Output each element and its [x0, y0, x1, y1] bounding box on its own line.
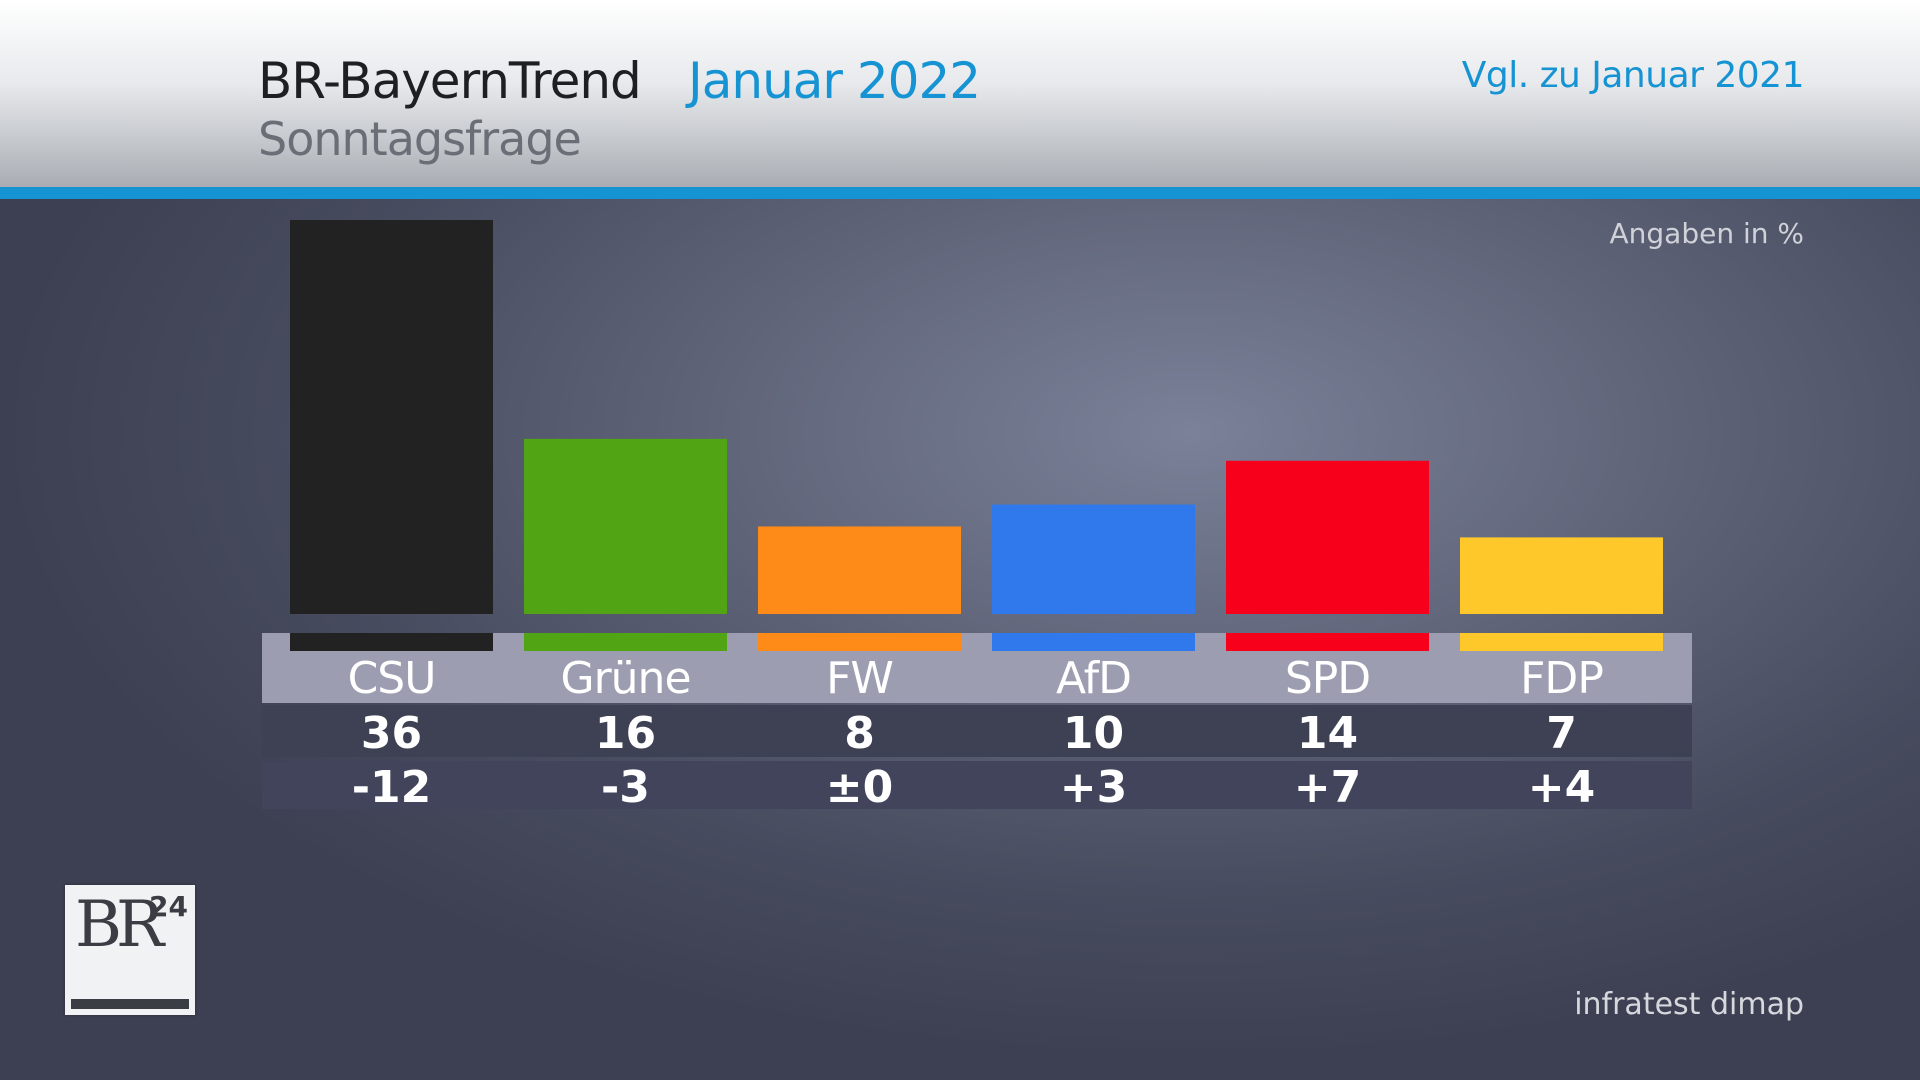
- category-label: SPD: [1285, 653, 1370, 704]
- bar-csu: [290, 220, 493, 614]
- value-label: 10: [1063, 708, 1124, 759]
- header: BR-BayernTrend Januar 2022 Sonntagsfrage…: [0, 0, 1920, 187]
- change-label: -3: [601, 762, 650, 813]
- logo-underline: [71, 999, 189, 1009]
- value-label: 16: [595, 708, 656, 759]
- comparison-label: Vgl. zu Januar 2021: [1461, 55, 1805, 96]
- change-label: -12: [352, 762, 432, 813]
- label-row: [262, 633, 1692, 703]
- chart-date: Januar 2022: [688, 52, 981, 110]
- value-label: 36: [361, 708, 422, 759]
- change-label: +4: [1528, 762, 1595, 813]
- bar-spd: [1226, 460, 1429, 614]
- value-row: [262, 705, 1692, 757]
- bar-afd: [992, 504, 1195, 614]
- category-label: FW: [826, 653, 893, 704]
- value-label: 8: [844, 708, 875, 759]
- change-label: ±0: [826, 762, 893, 813]
- value-label: 14: [1297, 708, 1358, 759]
- category-label: AfD: [1056, 653, 1131, 704]
- category-label: Grüne: [560, 653, 690, 704]
- change-label: +3: [1060, 762, 1127, 813]
- category-label: FDP: [1520, 653, 1603, 704]
- source-label: infratest dimap: [1574, 987, 1804, 1022]
- logo-text: BR: [75, 888, 164, 962]
- logo-number: 24: [149, 890, 188, 923]
- category-label: CSU: [348, 653, 436, 704]
- color-strip: [290, 633, 493, 651]
- color-strip: [992, 633, 1195, 651]
- bar-fw: [758, 526, 961, 614]
- chart-subtitle: Sonntagsfrage: [258, 112, 582, 166]
- header-accent-stripe: [0, 187, 1920, 199]
- color-strip: [1226, 633, 1429, 651]
- chart-title: BR-BayernTrend: [258, 52, 642, 110]
- change-row: [262, 761, 1692, 809]
- br24-logo: BR 24: [65, 885, 195, 1015]
- color-strip: [1460, 633, 1663, 651]
- unit-note: Angaben in %: [1609, 217, 1804, 250]
- bar-grüne: [524, 438, 727, 614]
- value-label: 7: [1546, 708, 1577, 759]
- color-strip: [758, 633, 961, 651]
- bar-fdp: [1460, 537, 1663, 614]
- change-label: +7: [1294, 762, 1361, 813]
- color-strip: [524, 633, 727, 651]
